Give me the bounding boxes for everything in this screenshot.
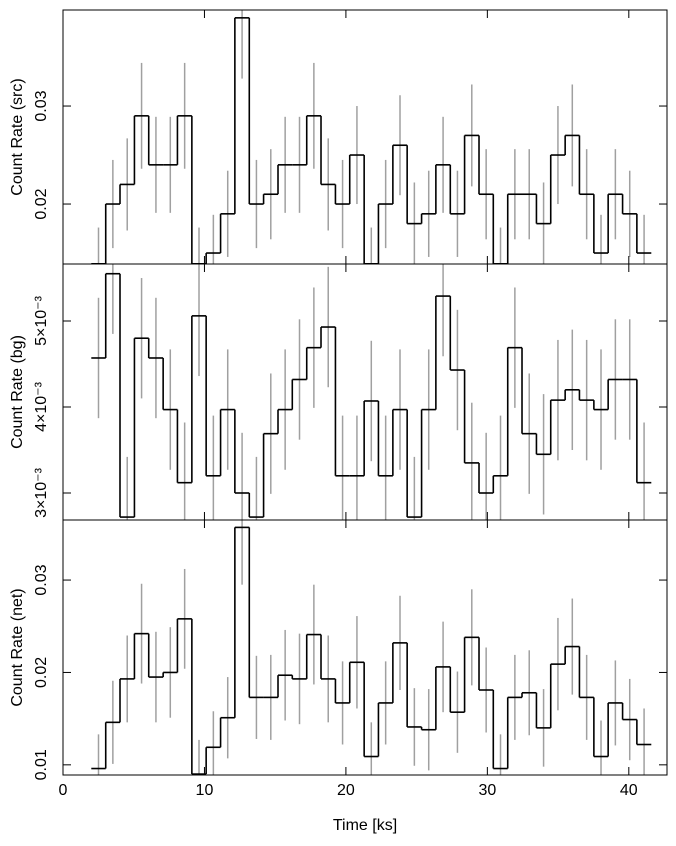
panel (91, 520, 652, 775)
x-axis-label: Time [ks] (333, 817, 397, 834)
y-tick-label: 5×10⁻³ (33, 295, 50, 345)
plot-frame (62, 519, 668, 776)
y-tick-label: 3×10⁻³ (33, 467, 50, 517)
x-tick-label: 30 (478, 782, 496, 799)
x-tick-label: 40 (620, 782, 638, 799)
y-tick-label: 0.03 (33, 90, 50, 121)
y-tick-label: 0.02 (33, 657, 50, 688)
y-tick-label: 4×10⁻³ (33, 381, 50, 431)
y-tick-label: 0.01 (33, 749, 50, 780)
panel (91, 264, 652, 520)
plot-frame (62, 9, 668, 265)
y-axis-label: Count Rate (src) (9, 78, 26, 195)
y-axis-label: Count Rate (net) (9, 588, 26, 706)
x-tick-label: 0 (59, 782, 68, 799)
x-tick-label: 20 (337, 782, 355, 799)
y-tick-label: 0.02 (33, 188, 50, 219)
y-axis-label: Count Rate (bg) (9, 335, 26, 449)
x-tick-label: 10 (196, 782, 214, 799)
panel (91, 10, 652, 264)
y-tick-label: 0.03 (33, 564, 50, 595)
plot-frame (62, 263, 668, 521)
